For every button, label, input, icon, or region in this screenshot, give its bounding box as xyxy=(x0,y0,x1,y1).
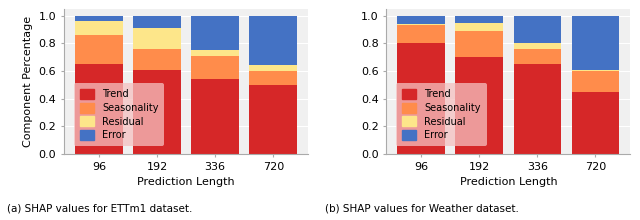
Bar xyxy=(75,35,123,64)
Bar xyxy=(572,71,620,92)
Bar xyxy=(572,70,620,71)
Text: (a) SHAP values for ETTm1 dataset.: (a) SHAP values for ETTm1 dataset. xyxy=(6,204,192,213)
Bar xyxy=(397,43,445,154)
Bar xyxy=(75,16,123,21)
Bar xyxy=(191,16,239,50)
X-axis label: Prediction Length: Prediction Length xyxy=(460,177,557,187)
X-axis label: Prediction Length: Prediction Length xyxy=(137,177,235,187)
Text: (b) SHAP values for Weather dataset.: (b) SHAP values for Weather dataset. xyxy=(326,204,519,213)
Bar xyxy=(191,79,239,154)
Bar xyxy=(513,49,561,64)
Bar xyxy=(133,28,181,49)
Bar xyxy=(133,70,181,154)
Bar xyxy=(250,66,297,71)
Bar xyxy=(456,23,503,31)
Bar xyxy=(513,43,561,49)
Bar xyxy=(397,25,445,43)
Bar xyxy=(133,16,181,28)
Bar xyxy=(456,31,503,57)
Bar xyxy=(250,71,297,85)
Y-axis label: Component Percentage: Component Percentage xyxy=(23,16,33,147)
Bar xyxy=(250,85,297,154)
Bar xyxy=(191,56,239,79)
Bar xyxy=(191,50,239,56)
Bar xyxy=(250,16,297,66)
Bar xyxy=(397,24,445,25)
Legend: Trend, Seasonality, Residual, Error: Trend, Seasonality, Residual, Error xyxy=(74,83,164,146)
Legend: Trend, Seasonality, Residual, Error: Trend, Seasonality, Residual, Error xyxy=(396,83,486,146)
Bar xyxy=(572,16,620,70)
Bar xyxy=(513,64,561,154)
Bar xyxy=(75,64,123,154)
Bar xyxy=(513,16,561,43)
Bar xyxy=(456,16,503,23)
Bar xyxy=(456,57,503,154)
Bar xyxy=(75,21,123,35)
Bar xyxy=(572,92,620,154)
Bar xyxy=(397,16,445,24)
Bar xyxy=(133,49,181,70)
